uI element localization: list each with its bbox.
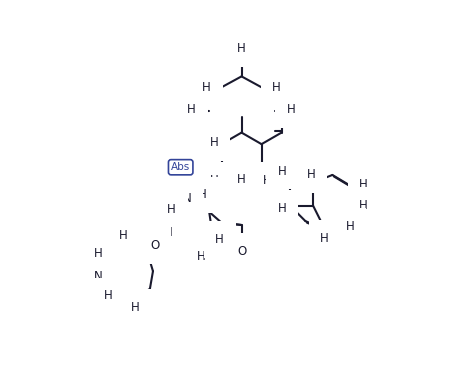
Text: H: H: [287, 103, 296, 116]
Text: H: H: [94, 247, 103, 260]
Text: H: H: [263, 174, 272, 187]
Text: H: H: [210, 174, 219, 187]
Text: O: O: [150, 239, 159, 252]
Text: H: H: [103, 289, 112, 302]
Text: H: H: [198, 189, 207, 201]
Text: N: N: [94, 270, 103, 283]
Text: H: H: [272, 81, 281, 94]
Text: H: H: [320, 232, 329, 245]
Text: H: H: [210, 136, 219, 149]
Text: Abs: Abs: [171, 162, 190, 172]
Text: H: H: [215, 233, 224, 246]
Text: H: H: [277, 201, 286, 215]
Text: H: H: [307, 168, 315, 181]
Text: H: H: [345, 220, 354, 233]
Text: H: H: [277, 164, 286, 178]
Text: H: H: [197, 250, 206, 264]
Text: N: N: [183, 192, 192, 204]
Text: H: H: [167, 203, 176, 216]
Text: H: H: [119, 229, 127, 242]
Text: H: H: [131, 301, 140, 314]
Text: H: H: [237, 42, 246, 55]
Text: H: H: [237, 173, 246, 186]
Text: O: O: [237, 245, 246, 258]
Text: H: H: [359, 178, 368, 192]
Text: H: H: [359, 199, 368, 212]
Text: N: N: [164, 226, 173, 239]
Text: H: H: [188, 103, 196, 116]
Text: H: H: [202, 81, 211, 94]
